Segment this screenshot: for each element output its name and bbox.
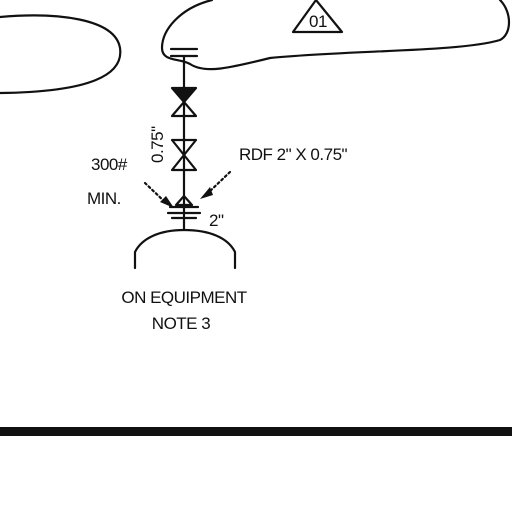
rating-label: 300# (91, 155, 128, 174)
right-leader-arrow (200, 170, 232, 199)
section-divider (0, 427, 512, 436)
reducing-flange-icon (166, 194, 202, 215)
rating-min-label: MIN. (87, 189, 121, 208)
gate-valve-lower-icon (170, 138, 198, 172)
left-leader-arrow (143, 181, 174, 208)
equipment-dome-outline (133, 228, 237, 270)
dimension-label: 0.75" (148, 126, 167, 163)
left-cloud-outline (0, 14, 122, 95)
triangle-marker-icon (291, 0, 344, 34)
equipment-label-line2: NOTE 3 (152, 314, 210, 333)
equipment-label-line1: ON EQUIPMENT (121, 288, 246, 307)
right-cloud-outline (160, 0, 511, 71)
triangle-marker-label: 01 (309, 12, 327, 31)
gate-valve-upper-icon (170, 86, 198, 118)
fitting-label: RDF 2" X 0.75" (239, 145, 348, 164)
nozzle-size-label: 2" (209, 211, 224, 230)
